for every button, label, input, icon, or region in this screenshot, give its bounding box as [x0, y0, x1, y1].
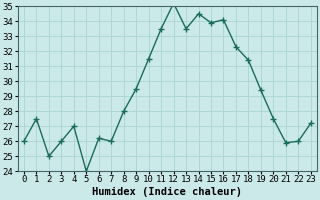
X-axis label: Humidex (Indice chaleur): Humidex (Indice chaleur) [92, 187, 242, 197]
